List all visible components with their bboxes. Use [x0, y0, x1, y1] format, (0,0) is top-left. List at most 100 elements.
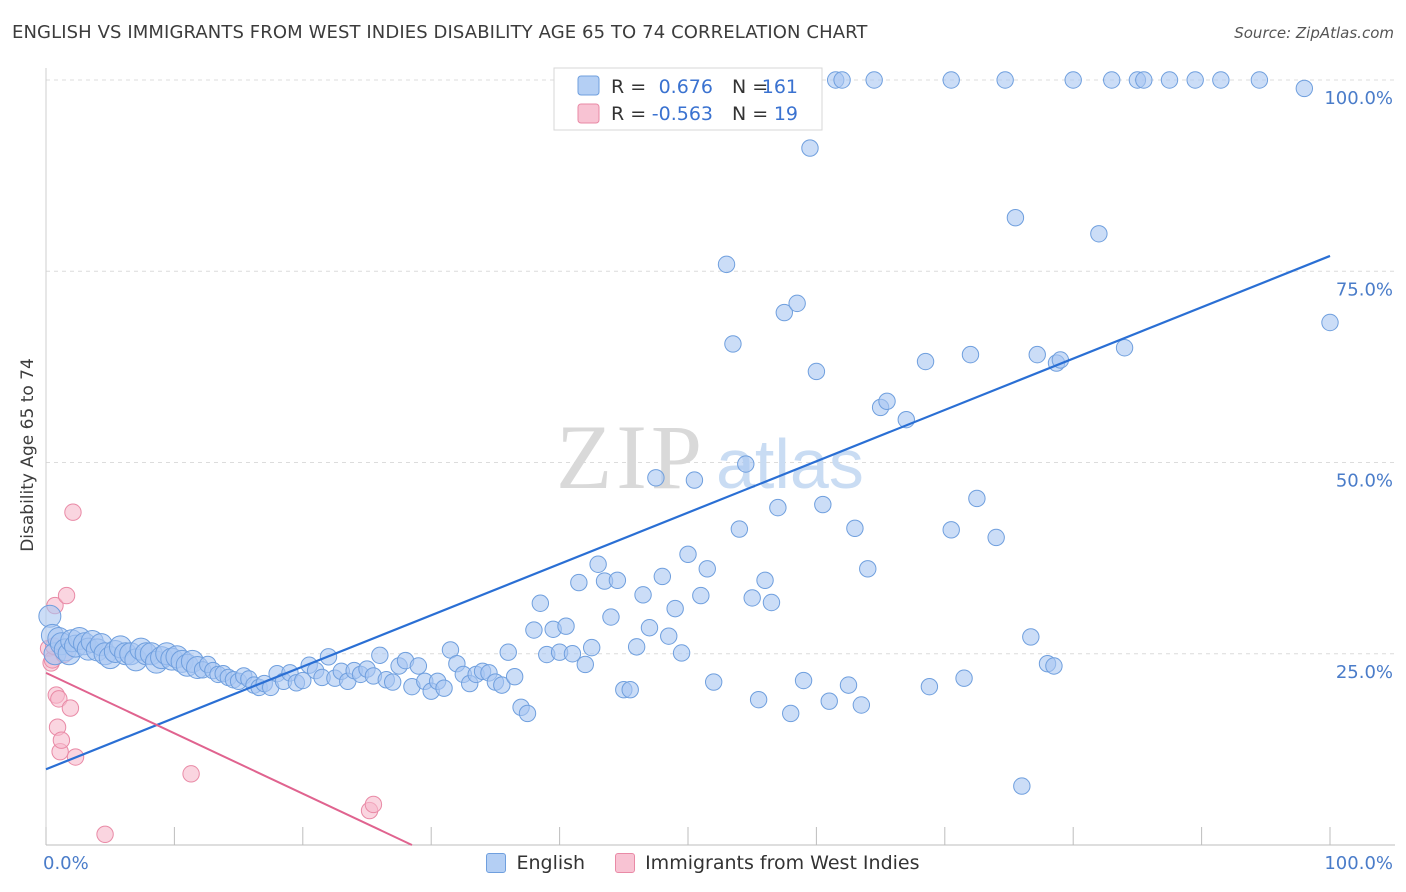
y-tick-label-50: 50.0% — [1336, 471, 1393, 492]
english-legend-swatch — [486, 853, 507, 873]
english-point — [518, 704, 537, 723]
english-point — [788, 294, 806, 313]
english-n-label: N = — [732, 76, 768, 98]
english-point — [769, 498, 787, 517]
english-point — [775, 303, 793, 322]
english-point — [955, 669, 973, 687]
english-point — [814, 495, 832, 514]
trendlines — [45, 254, 1331, 846]
english-point — [859, 560, 877, 578]
english-point — [640, 619, 659, 637]
english-point — [1103, 71, 1121, 89]
west-indies-legend-swatch — [615, 853, 636, 873]
english-point — [1064, 71, 1082, 89]
stats-legend: R = 0.676 N = 161 R = -0.563 N = 19 — [553, 67, 823, 131]
english-point — [602, 608, 620, 626]
english-swatch — [577, 75, 600, 96]
english-point — [717, 255, 736, 274]
english-trendline — [45, 254, 1331, 771]
west-indies-n-value: 19 — [774, 103, 798, 125]
english-point — [794, 671, 813, 690]
english-point — [820, 692, 838, 710]
english-point — [782, 704, 800, 723]
english-point — [499, 643, 517, 661]
english-point — [608, 571, 627, 590]
english-point — [531, 594, 550, 612]
west-indies-r-value: -0.563 — [652, 103, 713, 125]
english-point — [634, 586, 652, 604]
legend-item-english[interactable]: English — [486, 852, 585, 874]
english-n-value: 161 — [762, 76, 798, 98]
english-point — [666, 599, 684, 618]
english-point — [920, 677, 939, 696]
english-point — [1250, 71, 1269, 89]
y-tick-label-100: 100.0% — [1324, 88, 1393, 109]
english-point — [865, 71, 883, 89]
english-point — [749, 690, 768, 709]
west-indies-point — [96, 825, 114, 843]
west-indies-point — [64, 503, 82, 521]
west-indies-n-label: N = — [732, 103, 768, 125]
english-point — [1115, 339, 1134, 357]
english-point — [647, 469, 665, 487]
english-point — [743, 589, 761, 607]
english-point — [525, 621, 543, 639]
english-point — [987, 528, 1005, 547]
english-point — [409, 657, 428, 675]
english-point — [996, 71, 1014, 89]
english-point — [493, 676, 511, 694]
english-point — [833, 71, 851, 89]
english-point — [730, 520, 749, 538]
english-point — [762, 593, 781, 612]
english-point — [557, 617, 575, 635]
english-point — [38, 604, 62, 628]
english-point — [294, 671, 312, 690]
west-indies-point — [61, 699, 80, 717]
english-legend-label: English — [516, 852, 586, 874]
english-points — [38, 71, 1339, 795]
west-indies-point — [50, 690, 68, 708]
west-indies-point — [364, 795, 383, 814]
english-point — [1028, 345, 1046, 364]
english-r-label: R = — [611, 76, 646, 98]
english-r-value: 0.676 — [659, 76, 713, 98]
english-point — [371, 646, 389, 664]
x-tick-label-min: 0.0% — [43, 853, 89, 874]
english-point — [1186, 71, 1204, 89]
english-point — [1135, 71, 1153, 89]
west-indies-point — [182, 765, 200, 783]
axes — [45, 68, 1395, 846]
english-point — [704, 673, 723, 691]
english-point — [1212, 71, 1230, 89]
legend-item-west-indies[interactable]: Immigrants from West Indies — [615, 852, 920, 874]
english-point — [653, 567, 672, 586]
english-point — [756, 571, 774, 590]
english-point — [807, 362, 826, 381]
series-legend: English Immigrants from West Indies — [0, 852, 1406, 874]
english-point — [563, 645, 582, 663]
english-point — [852, 696, 871, 714]
english-point — [1006, 209, 1025, 227]
english-point — [1321, 313, 1339, 332]
west-indies-trendline — [45, 671, 413, 846]
english-point — [435, 679, 453, 697]
english-point — [724, 335, 742, 353]
english-point — [698, 560, 716, 578]
west-indies-swatch — [577, 103, 600, 124]
english-point — [878, 392, 896, 410]
gridlines — [46, 79, 1395, 655]
y-axis-title: Disability Age 65 to 74 — [18, 358, 38, 552]
y-tick-label-75: 75.0% — [1336, 279, 1393, 300]
watermark-zip: ZIP — [556, 406, 706, 508]
watermark: ZIP atlas — [556, 406, 864, 508]
english-point — [1013, 777, 1031, 795]
english-point — [801, 139, 819, 157]
english-point — [383, 673, 402, 691]
english-point — [589, 555, 607, 573]
english-point — [679, 545, 697, 563]
english-point — [1160, 71, 1179, 89]
english-point — [1090, 225, 1108, 243]
x-tick-label-max: 100.0% — [1324, 853, 1393, 874]
english-point — [570, 573, 588, 592]
